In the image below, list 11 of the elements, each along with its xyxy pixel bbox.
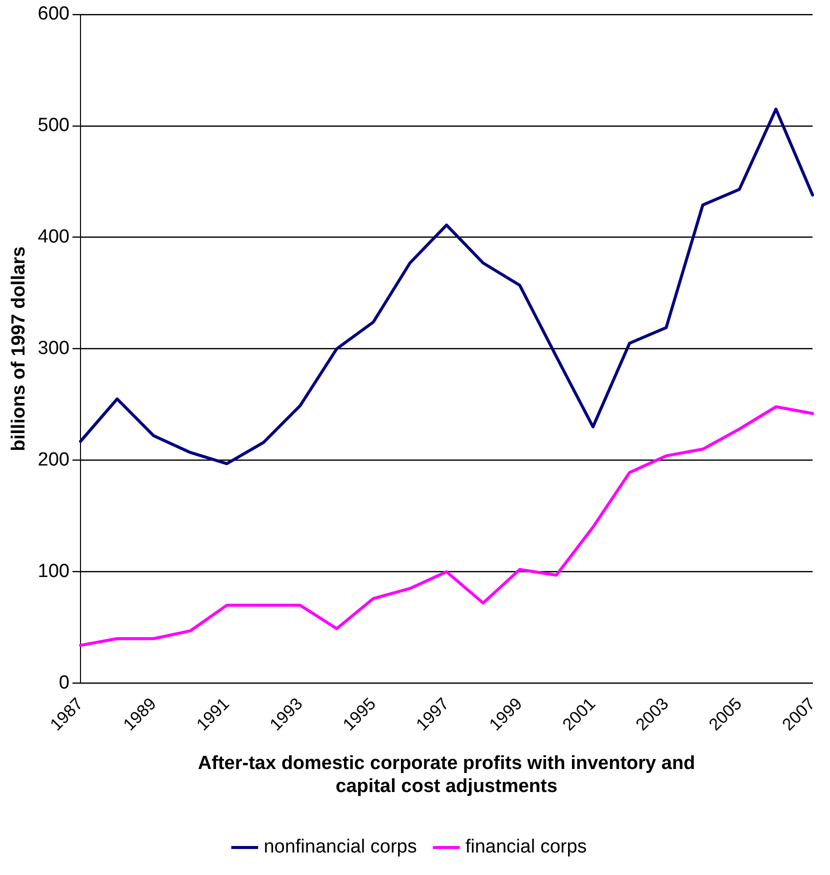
y-tick-label: 500 <box>38 115 70 136</box>
y-axis-title: billions of 1997 dollars <box>8 246 30 452</box>
y-tick-label: 400 <box>38 226 70 248</box>
y-tick-label: 600 <box>38 4 70 25</box>
legend-label: nonfinancial corps <box>264 836 417 858</box>
y-tick-label: 100 <box>38 560 70 582</box>
y-tick-label: 0 <box>58 672 70 694</box>
legend-label: financial corps <box>465 836 587 858</box>
y-tick-label: 300 <box>38 338 70 360</box>
x-axis-title: After-tax domestic corporate profits with inventory and capital cost adjustments <box>198 753 696 797</box>
y-tick-label: 200 <box>38 450 70 471</box>
